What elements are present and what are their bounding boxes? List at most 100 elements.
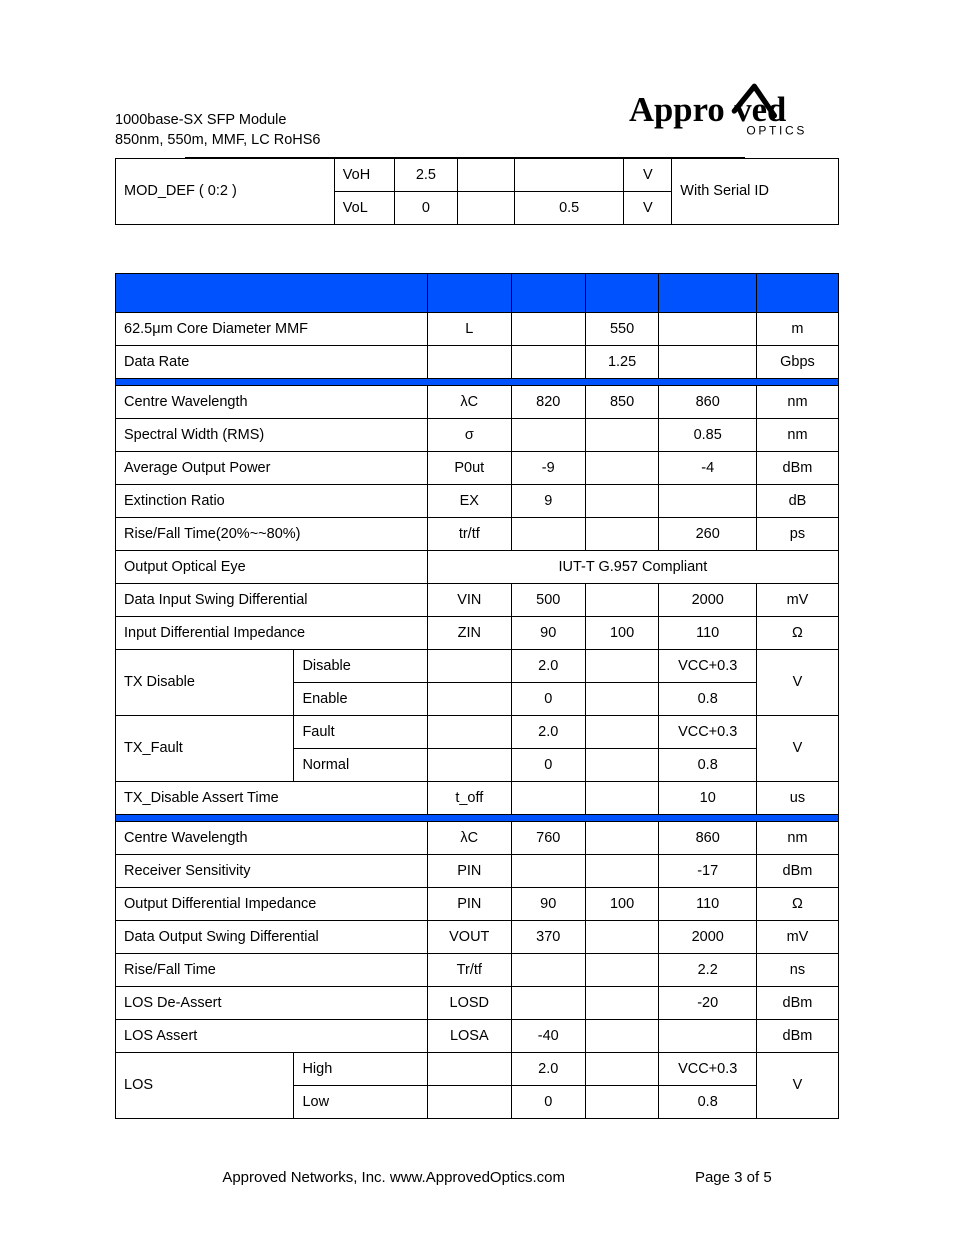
table-row: Output Optical Eye IUT-T G.957 Compliant xyxy=(116,550,839,583)
cell: mV xyxy=(756,920,838,953)
cell: 550 xyxy=(585,312,659,345)
cell: Input Differential Impedance xyxy=(116,616,428,649)
cell: dBm xyxy=(756,451,838,484)
cell xyxy=(457,158,514,191)
cell: LOS Assert xyxy=(116,1019,428,1052)
cell: tr/tf xyxy=(427,517,511,550)
cell: Centre Wavelength xyxy=(116,821,428,854)
cell xyxy=(511,418,585,451)
cell: -20 xyxy=(659,986,756,1019)
table-row: Average Output Power P0ut -9 -4 dBm xyxy=(116,451,839,484)
cell: 2000 xyxy=(659,583,756,616)
cell: 10 xyxy=(659,781,756,814)
cell xyxy=(511,345,585,378)
cell: PIN xyxy=(427,854,511,887)
cell xyxy=(511,517,585,550)
table-row: Output Differential Impedance PIN 90 100… xyxy=(116,887,839,920)
cell: 62.5μm Core Diameter MMF xyxy=(116,312,428,345)
cell: 0.8 xyxy=(659,748,756,781)
table-row: TX_Disable Assert Time t_off 10 us xyxy=(116,781,839,814)
cell xyxy=(585,781,659,814)
cell: V xyxy=(756,649,838,715)
cell: -9 xyxy=(511,451,585,484)
section-header xyxy=(116,378,839,385)
cell: VoL xyxy=(334,191,394,224)
table-row: Centre Wavelength λC 760 860 nm xyxy=(116,821,839,854)
table-row: MOD_DEF ( 0:2 ) VoH 2.5 V With Serial ID xyxy=(116,158,839,191)
cell: Enable xyxy=(294,682,427,715)
cell xyxy=(427,649,511,682)
cell: 9 xyxy=(511,484,585,517)
cell: VCC+0.3 xyxy=(659,649,756,682)
cell xyxy=(427,715,511,748)
cell xyxy=(427,682,511,715)
cell: Gbps xyxy=(756,345,838,378)
cell: TX_Fault xyxy=(116,715,294,781)
cell: 1.25 xyxy=(585,345,659,378)
cell: 90 xyxy=(511,616,585,649)
cell: Output Differential Impedance xyxy=(116,887,428,920)
cell: LOSD xyxy=(427,986,511,1019)
cell: nm xyxy=(756,821,838,854)
cell: -17 xyxy=(659,854,756,887)
cell: -40 xyxy=(511,1019,585,1052)
cell: 0 xyxy=(395,191,458,224)
moddef-label: MOD_DEF ( 0:2 ) xyxy=(116,158,335,224)
cell: 370 xyxy=(511,920,585,953)
cell: 100 xyxy=(585,887,659,920)
approved-optics-logo: Appro ved OPTICS xyxy=(629,80,839,146)
cell: VCC+0.3 xyxy=(659,1052,756,1085)
footer-page: Page 3 of 5 xyxy=(695,1169,772,1186)
cell: 850 xyxy=(585,385,659,418)
cell: Spectral Width (RMS) xyxy=(116,418,428,451)
cell xyxy=(585,682,659,715)
table-row: Receiver Sensitivity PIN -17 dBm xyxy=(116,854,839,887)
cell xyxy=(585,821,659,854)
cell: LOS xyxy=(116,1052,294,1118)
cell xyxy=(585,583,659,616)
cell xyxy=(427,748,511,781)
cell xyxy=(585,451,659,484)
cell: LOS De-Assert xyxy=(116,986,428,1019)
cell xyxy=(585,920,659,953)
cell xyxy=(585,649,659,682)
moddef-table: MOD_DEF ( 0:2 ) VoH 2.5 V With Serial ID… xyxy=(115,158,839,225)
table-row: LOS De-Assert LOSD -20 dBm xyxy=(116,986,839,1019)
cell: 2.2 xyxy=(659,953,756,986)
cell: 0 xyxy=(511,682,585,715)
cell: t_off xyxy=(427,781,511,814)
cell: VOUT xyxy=(427,920,511,953)
cell: V xyxy=(756,715,838,781)
cell: Rise/Fall Time(20%~~80%) xyxy=(116,517,428,550)
cell: PIN xyxy=(427,887,511,920)
cell: 110 xyxy=(659,616,756,649)
spec-table: 62.5μm Core Diameter MMF L 550 m Data Ra… xyxy=(115,273,839,1119)
cell: 2.5 xyxy=(395,158,458,191)
cell: dBm xyxy=(756,986,838,1019)
cell: 100 xyxy=(585,616,659,649)
header-line2: 850nm, 550m, MMF, LC RoHS6 xyxy=(115,130,321,150)
page-header: 1000base-SX SFP Module 850nm, 550m, MMF,… xyxy=(115,80,839,151)
cell: 0 xyxy=(511,1085,585,1118)
cell: TX Disable xyxy=(116,649,294,715)
cell xyxy=(585,418,659,451)
cell: V xyxy=(624,191,672,224)
cell xyxy=(659,312,756,345)
cell: 820 xyxy=(511,385,585,418)
cell: Ω xyxy=(756,616,838,649)
cell: Fault xyxy=(294,715,427,748)
cell: Normal xyxy=(294,748,427,781)
cell xyxy=(585,1052,659,1085)
cell: 0.5 xyxy=(514,191,623,224)
table-row: TX Disable Disable 2.0 VCC+0.3 V xyxy=(116,649,839,682)
cell: V xyxy=(756,1052,838,1118)
cell: Disable xyxy=(294,649,427,682)
cell: ZIN xyxy=(427,616,511,649)
cell xyxy=(585,1019,659,1052)
table-row: LOS Assert LOSA -40 dBm xyxy=(116,1019,839,1052)
cell xyxy=(659,484,756,517)
cell xyxy=(585,484,659,517)
cell: Data Rate xyxy=(116,345,428,378)
table-row: Spectral Width (RMS) σ 0.85 nm xyxy=(116,418,839,451)
cell: us xyxy=(756,781,838,814)
